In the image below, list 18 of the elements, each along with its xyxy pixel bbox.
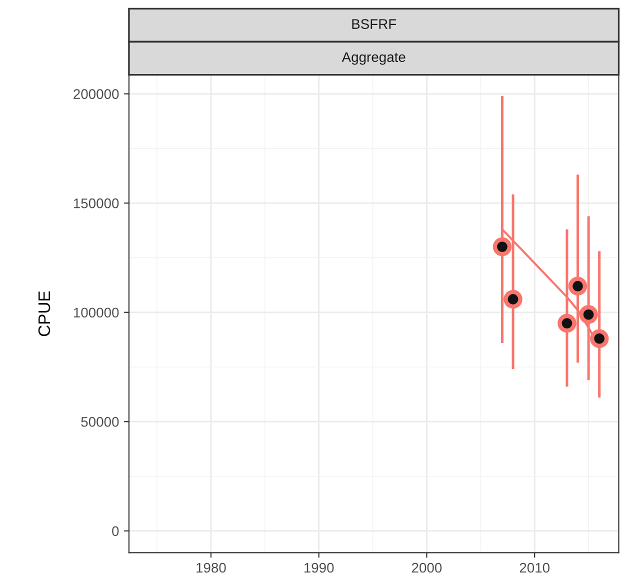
point [492, 237, 512, 256]
x-tick-label: 1990 [304, 562, 334, 573]
point [558, 314, 576, 333]
point [590, 329, 609, 348]
y-tick-label: 0 [112, 526, 119, 536]
chart-subtitle: Aggregate [342, 52, 406, 65]
x-tick-label: 2000 [412, 562, 442, 573]
x-tick-label: 1980 [196, 562, 226, 573]
y-tick-label: 100000 [74, 308, 119, 318]
y-axis-title: CPUE [38, 291, 50, 336]
chart-title: BSFRF [352, 19, 396, 29]
point [579, 305, 598, 324]
y-tick-label: 50000 [81, 416, 119, 427]
y-tick-label: 200000 [74, 89, 119, 99]
x-tick-label: 2010 [520, 562, 550, 573]
y-tick-label: 150000 [74, 198, 119, 208]
point [504, 290, 522, 309]
point [568, 276, 588, 296]
